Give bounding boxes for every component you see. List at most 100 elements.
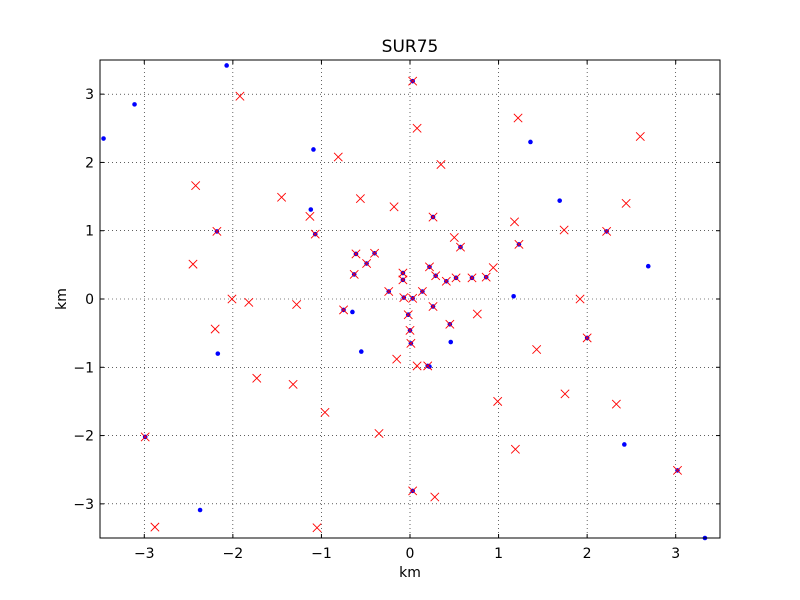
- station-cross: [305, 211, 315, 221]
- station-dot: [511, 293, 516, 299]
- station-cross: [398, 275, 408, 285]
- station-cross: [441, 276, 451, 286]
- station-cross: [455, 242, 466, 252]
- station-cross: [559, 225, 569, 235]
- y-tick-label: −1: [73, 360, 94, 376]
- station-dot: [448, 339, 454, 345]
- station-cross: [513, 113, 523, 123]
- station-cross: [288, 379, 298, 389]
- station-dot: [350, 309, 355, 315]
- station-cross: [417, 286, 427, 297]
- x-tick-label: 1: [494, 546, 503, 562]
- station-cross: [431, 271, 441, 281]
- station-cross: [408, 486, 418, 496]
- station-cross: [424, 262, 435, 272]
- station-cross: [389, 202, 399, 212]
- station-cross: [493, 396, 503, 406]
- station-cross: [412, 123, 422, 133]
- station-cross: [244, 297, 254, 307]
- station-cross: [451, 273, 461, 283]
- station-dot: [101, 136, 106, 141]
- station-cross: [532, 345, 542, 355]
- x-tick-label: 2: [583, 546, 592, 562]
- x-tick-label: −3: [134, 546, 155, 562]
- station-dot: [557, 198, 562, 203]
- station-cross: [449, 233, 459, 243]
- station-cross: [423, 361, 433, 371]
- station-cross: [582, 333, 592, 343]
- station-cross: [403, 310, 413, 320]
- station-cross: [514, 239, 524, 249]
- y-tick-label: 1: [85, 224, 94, 240]
- station-cross: [408, 293, 418, 303]
- station-dot: [308, 207, 314, 212]
- x-axis-label: km: [399, 565, 421, 581]
- station-cross: [191, 181, 201, 191]
- station-cross: [362, 258, 372, 269]
- station-cross: [406, 338, 416, 348]
- station-cross: [602, 226, 612, 236]
- station-cross: [611, 399, 621, 409]
- station-cross: [188, 259, 198, 269]
- y-tick-label: −2: [73, 429, 94, 445]
- y-tick-label: 2: [85, 155, 94, 171]
- station-cross: [252, 373, 262, 383]
- x-tick-label: −2: [223, 546, 244, 562]
- station-cross: [312, 523, 322, 533]
- station-cross: [210, 324, 220, 334]
- station-cross: [405, 325, 415, 335]
- y-tick-label: 0: [85, 292, 94, 308]
- station-cross: [672, 465, 683, 475]
- station-cross: [212, 226, 222, 236]
- station-cross: [227, 294, 237, 304]
- x-tick-label: 3: [671, 546, 680, 562]
- station-cross: [235, 91, 245, 101]
- station-cross: [392, 354, 402, 364]
- station-cross: [488, 263, 498, 273]
- station-cross: [292, 299, 302, 309]
- station-cross: [510, 444, 520, 454]
- station-cross: [412, 361, 422, 371]
- station-cross: [408, 76, 418, 86]
- station-dot: [132, 102, 137, 107]
- station-cross: [277, 192, 287, 202]
- station-dot: [528, 139, 533, 145]
- station-cross: [150, 522, 160, 532]
- station-dot: [311, 147, 316, 152]
- station-cross: [349, 269, 359, 279]
- station-dot: [215, 351, 221, 356]
- station-cross: [370, 248, 380, 258]
- station-dot: [622, 442, 627, 447]
- data-points: [101, 63, 708, 541]
- station-cross: [140, 432, 150, 442]
- y-tick-label: 3: [85, 87, 94, 103]
- station-cross: [351, 249, 361, 259]
- station-cross: [310, 229, 320, 239]
- station-cross: [399, 293, 409, 303]
- station-cross: [575, 294, 585, 304]
- station-cross: [472, 309, 482, 319]
- x-tick-label: 0: [406, 546, 415, 562]
- chart-title: SUR75: [382, 37, 439, 57]
- station-cross: [428, 212, 438, 222]
- station-dot: [358, 349, 364, 354]
- station-cross: [398, 268, 408, 278]
- y-axis-label: km: [54, 288, 70, 310]
- station-cross: [560, 389, 570, 399]
- station-cross: [428, 301, 438, 312]
- station-cross: [481, 272, 491, 282]
- station-cross: [374, 429, 384, 439]
- station-cross: [339, 305, 349, 315]
- station-dot: [645, 263, 651, 269]
- station-cross: [621, 198, 631, 208]
- station-cross: [384, 286, 394, 297]
- station-cross: [333, 152, 343, 162]
- station-cross: [445, 319, 455, 329]
- station-cross: [635, 131, 645, 141]
- station-cross: [509, 217, 520, 227]
- station-dot: [224, 63, 229, 68]
- x-tick-label: −1: [311, 546, 332, 562]
- station-dot: [197, 507, 203, 513]
- station-cross: [320, 407, 330, 417]
